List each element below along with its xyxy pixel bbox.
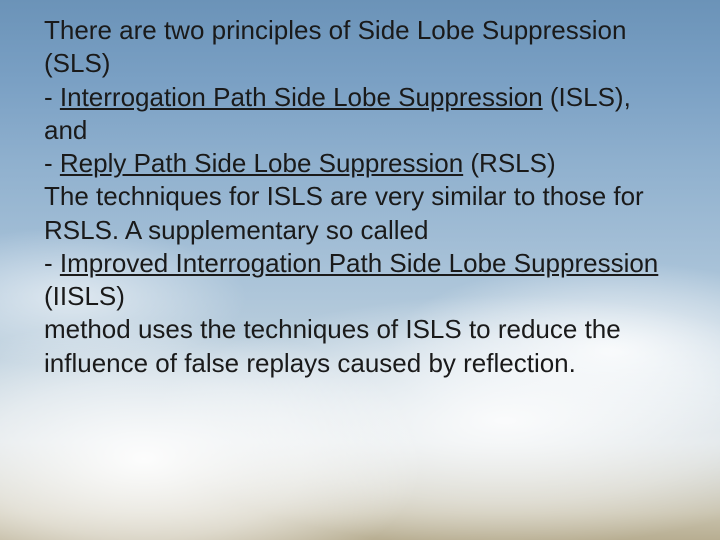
underlined-term: Improved Interrogation Path Side Lobe Su… — [60, 248, 658, 278]
underlined-term: Reply Path Side Lobe Suppression — [60, 148, 463, 178]
slide: There are two principles of Side Lobe Su… — [0, 0, 720, 540]
underlined-term: Interrogation Path Side Lobe Suppression — [60, 82, 543, 112]
slide-text-block: There are two principles of Side Lobe Su… — [44, 14, 676, 380]
